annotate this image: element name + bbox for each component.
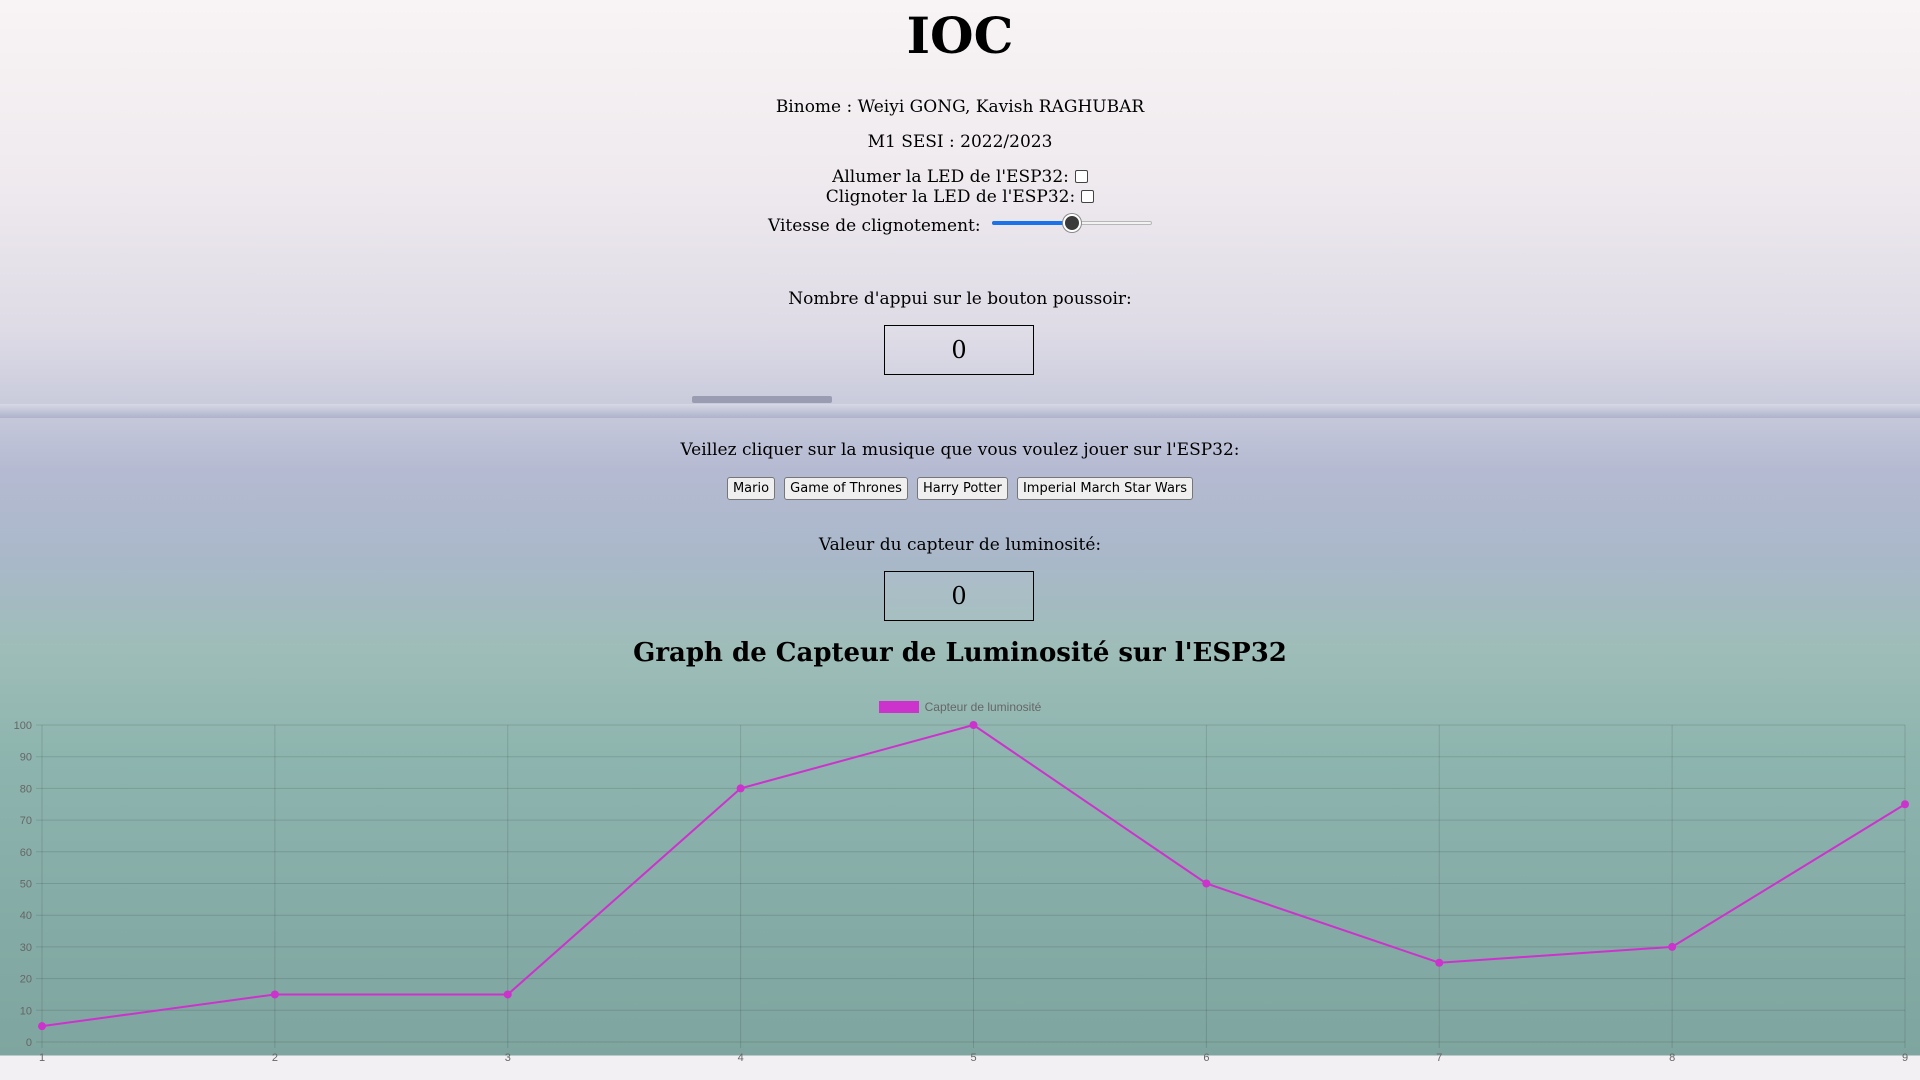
y-tick-label: 0: [26, 1037, 32, 1049]
x-tick-label: 2: [272, 1052, 278, 1064]
led-blink-label: Clignoter la LED de l'ESP32:: [825, 187, 1076, 207]
music-button-mario[interactable]: Mario: [726, 477, 776, 500]
data-point: [38, 1022, 46, 1031]
music-button-imperial-march[interactable]: Imperial March Star Wars: [1016, 477, 1194, 500]
y-tick-label: 50: [20, 879, 32, 891]
y-tick-label: 30: [20, 942, 32, 954]
sea-horizon: [0, 404, 1920, 418]
y-tick-label: 100: [14, 720, 32, 732]
button-counter-value: 0: [884, 325, 1034, 375]
chart-legend[interactable]: Capteur de luminosité: [0, 700, 1920, 714]
x-tick-label: 4: [738, 1052, 744, 1064]
y-tick-label: 70: [20, 815, 32, 827]
ship-silhouette: [692, 396, 832, 403]
data-point: [1901, 800, 1909, 809]
music-button-harry-potter[interactable]: Harry Potter: [916, 477, 1008, 500]
slider-thumb[interactable]: [1063, 213, 1081, 232]
x-tick-label: 5: [970, 1052, 976, 1064]
x-tick-label: 6: [1203, 1052, 1209, 1064]
chart-title: Graph de Capteur de Luminosité sur l'ESP…: [633, 638, 1287, 668]
binome-text: Binome : Weiyi GONG, Kavish RAGHUBAR: [775, 97, 1145, 117]
data-point: [1435, 958, 1444, 967]
led-on-label: Allumer la LED de l'ESP32:: [832, 167, 1069, 187]
legend-label: Capteur de luminosité: [924, 700, 1042, 714]
music-label: Veillez cliquer sur la musique que vous …: [680, 440, 1240, 460]
led-on-row: Allumer la LED de l'ESP32:: [0, 167, 1920, 187]
led-on-checkbox[interactable]: [1074, 170, 1088, 183]
speed-label: Vitesse de clignotement:: [767, 216, 981, 236]
y-tick-label: 10: [20, 1005, 32, 1017]
music-buttons: Mario Game of Thrones Harry Potter Imper…: [0, 477, 1920, 500]
data-point: [1668, 942, 1677, 951]
light-sensor-value: 0: [884, 571, 1034, 621]
music-button-game-of-thrones[interactable]: Game of Thrones: [784, 477, 908, 500]
luminosity-line-chart: 0 10 20 30 40 50 60 70 80 90 100 1 2 3 4 5 6 7 8 9: [14, 720, 1909, 1064]
slider-fill: [992, 220, 1072, 225]
x-tick-label: 9: [1902, 1052, 1908, 1064]
led-blink-row: Clignoter la LED de l'ESP32:: [0, 187, 1920, 207]
y-tick-label: 80: [20, 783, 32, 795]
x-tick-label: 3: [505, 1052, 511, 1064]
data-point: [503, 990, 512, 999]
data-point: [270, 990, 279, 999]
page-title: IOC: [906, 6, 1014, 65]
data-point: [969, 721, 978, 729]
light-sensor-label: Valeur du capteur de luminosité:: [818, 535, 1102, 555]
y-tick-label: 40: [20, 910, 32, 922]
data-point: [736, 784, 745, 793]
button-counter-label: Nombre d'appui sur le bouton poussoir:: [788, 289, 1132, 309]
x-tick-label: 1: [39, 1052, 45, 1064]
speed-row: Vitesse de clignotement:: [0, 213, 1920, 237]
x-tick-label: 8: [1669, 1052, 1675, 1064]
y-tick-label: 20: [20, 974, 32, 986]
data-point: [1202, 879, 1211, 888]
led-blink-checkbox[interactable]: [1081, 190, 1095, 203]
promo-text: M1 SESI : 2022/2023: [867, 132, 1053, 152]
x-tick-label: 7: [1436, 1052, 1442, 1064]
y-tick-label: 60: [20, 847, 32, 859]
blink-speed-slider[interactable]: [992, 213, 1152, 233]
legend-swatch: [878, 700, 919, 713]
y-tick-label: 90: [20, 752, 32, 764]
